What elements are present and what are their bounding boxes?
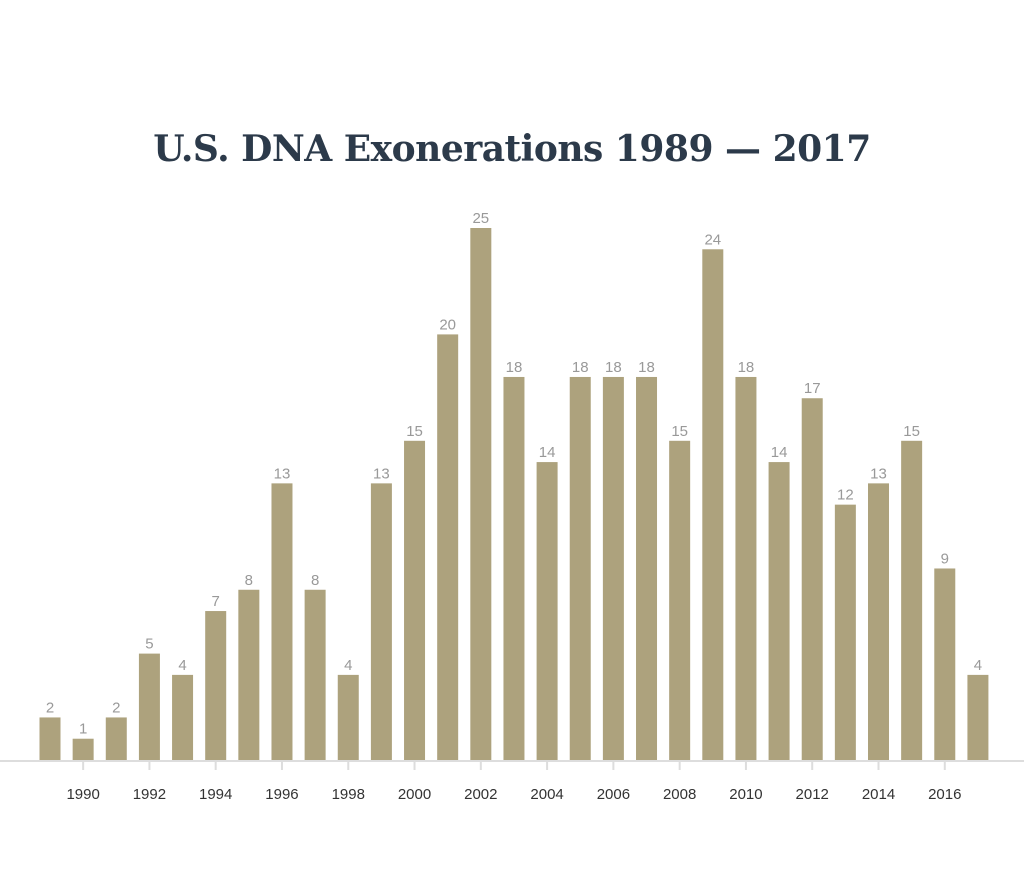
bar-1994	[205, 611, 227, 760]
bar-1999	[370, 483, 392, 760]
value-label-2011: 14	[771, 444, 788, 461]
bar-2001	[437, 334, 459, 760]
tick-label-2000: 2000	[398, 786, 431, 803]
tick-label-1994: 1994	[199, 786, 232, 803]
value-label-1995: 8	[245, 572, 253, 589]
tick-label-2002: 2002	[464, 786, 497, 803]
tick-label-1990: 1990	[66, 786, 99, 803]
bar-1991	[105, 717, 127, 760]
bar-2012	[801, 398, 823, 760]
value-label-2005: 18	[572, 359, 589, 376]
bar-2015	[901, 440, 923, 760]
value-label-1989: 2	[46, 699, 54, 716]
value-label-2004: 14	[539, 444, 556, 461]
value-label-2006: 18	[605, 359, 622, 376]
bar-1992	[138, 653, 160, 760]
tick-label-2012: 2012	[796, 786, 829, 803]
value-label-2012: 17	[804, 380, 821, 397]
value-label-2001: 20	[439, 316, 456, 333]
bar-2000	[404, 440, 426, 760]
tick-label-2006: 2006	[597, 786, 630, 803]
bar-1990	[72, 738, 94, 760]
value-label-1990: 1	[79, 721, 87, 738]
tick-label-1998: 1998	[332, 786, 365, 803]
value-label-1998: 4	[344, 657, 352, 674]
value-label-2003: 18	[506, 359, 523, 376]
value-label-1997: 8	[311, 572, 319, 589]
bar-2010	[735, 376, 757, 760]
bar-2016	[934, 568, 956, 760]
bar-2017	[967, 674, 989, 760]
bar-2011	[768, 462, 790, 760]
tick-label-1992: 1992	[133, 786, 166, 803]
tick-label-1996: 1996	[265, 786, 298, 803]
bar-2014	[868, 483, 889, 760]
bar-2008	[669, 440, 691, 760]
bar-1996	[271, 483, 293, 760]
value-label-2000: 15	[406, 423, 423, 440]
bar-2005	[569, 376, 591, 760]
bar-2009	[702, 249, 724, 760]
chart-title: U.S. DNA Exonerations 1989 — 2017	[153, 128, 871, 170]
bar-2004	[536, 462, 558, 760]
tick-label-2010: 2010	[729, 786, 762, 803]
value-label-2002: 25	[472, 210, 489, 227]
value-label-1999: 13	[373, 465, 390, 482]
tick-label-2016: 2016	[928, 786, 961, 803]
bar-1993	[172, 674, 194, 760]
x-axis-ticks: 1990 1992 1994 1996 1998 2000 2002 2004 2006 2008…	[66, 761, 961, 803]
bar-1998	[337, 674, 359, 760]
tick-label-2004: 2004	[530, 786, 563, 803]
bar-2006	[602, 376, 624, 760]
value-label-1993: 4	[178, 657, 186, 674]
tick-label-2008: 2008	[663, 786, 696, 803]
value-label-1992: 5	[145, 636, 153, 653]
value-label-2008: 15	[671, 423, 688, 440]
bar-2002	[470, 228, 492, 760]
value-label-2007: 18	[638, 359, 655, 376]
value-label-2013: 12	[837, 487, 854, 504]
bar-1989	[39, 717, 61, 760]
value-label-1991: 2	[112, 699, 120, 716]
value-label-2016: 9	[941, 550, 949, 567]
value-label-2015: 15	[903, 423, 920, 440]
tick-label-2014: 2014	[862, 786, 895, 803]
value-label-2017: 4	[974, 657, 982, 674]
value-label-1994: 7	[212, 593, 220, 610]
value-label-2009: 24	[704, 231, 721, 248]
value-label-1996: 13	[274, 465, 291, 482]
bar-1997	[304, 589, 326, 760]
value-label-2010: 18	[738, 359, 755, 376]
bar-2003	[503, 376, 525, 760]
bar-2007	[636, 376, 658, 760]
bar-1995	[238, 589, 260, 760]
bars-layer	[39, 228, 989, 760]
value-label-2014: 13	[870, 465, 887, 482]
bar-2013	[834, 504, 856, 760]
